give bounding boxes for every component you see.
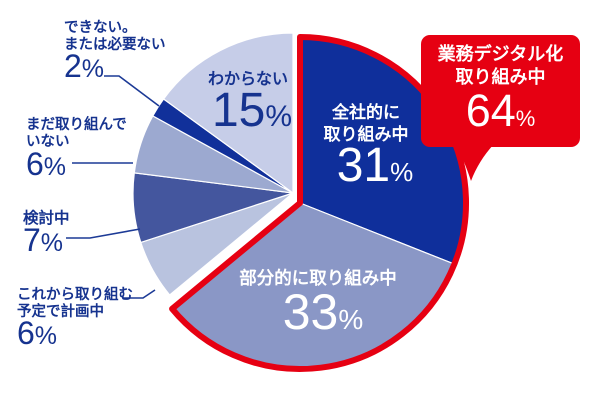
highlight-outline-group xyxy=(169,34,469,372)
leader-line-dekinai xyxy=(104,75,160,107)
value-bubun: 33% xyxy=(282,284,364,340)
value-korekara: 6% xyxy=(17,315,58,351)
value-mada: 6% xyxy=(26,146,67,182)
value-kento: 7% xyxy=(23,222,64,258)
pie-slice xyxy=(162,32,294,195)
label-dekinai-line1: できない。 xyxy=(64,20,137,36)
label-kento: 検討中 xyxy=(23,210,70,227)
callout-value: 64% xyxy=(465,85,536,136)
value-dekinai: 2% xyxy=(64,48,105,84)
label-dekinai: できない。 または必要ない xyxy=(64,20,166,54)
leader-lines xyxy=(66,75,160,299)
value-wakaranai: 15% xyxy=(211,84,293,137)
highlight-callout: 業務デジタル化 取り組み中 64% xyxy=(421,35,580,181)
leader-line-korekara xyxy=(123,289,156,299)
leader-line-kento xyxy=(66,228,141,239)
label-mada-line1: まだ取り組んで xyxy=(26,117,127,133)
label-wakaranai: わからない xyxy=(207,71,288,88)
callout-title: 業務デジタル化 取り組み中 xyxy=(437,44,564,87)
highlight-outline xyxy=(169,34,469,372)
label-bubun: 部分的に取り組み中 xyxy=(239,268,397,288)
label-korekara-line2: 予定で計画中 xyxy=(17,303,104,320)
label-korekara: これから取り組む 予定で計画中 xyxy=(17,287,133,320)
label-mada: まだ取り組んで いない xyxy=(26,117,127,151)
label-kento-line1: 検討中 xyxy=(23,210,70,227)
label-korekara-line1: これから取り組む xyxy=(17,287,133,303)
value-zensha: 31% xyxy=(336,139,414,192)
callout-tail xyxy=(455,144,494,181)
label-mada-line2: いない xyxy=(26,134,70,150)
label-zensha: 全社的に 取り組み中 xyxy=(323,103,409,144)
label-dekinai-line2: または必要ない xyxy=(64,37,166,53)
